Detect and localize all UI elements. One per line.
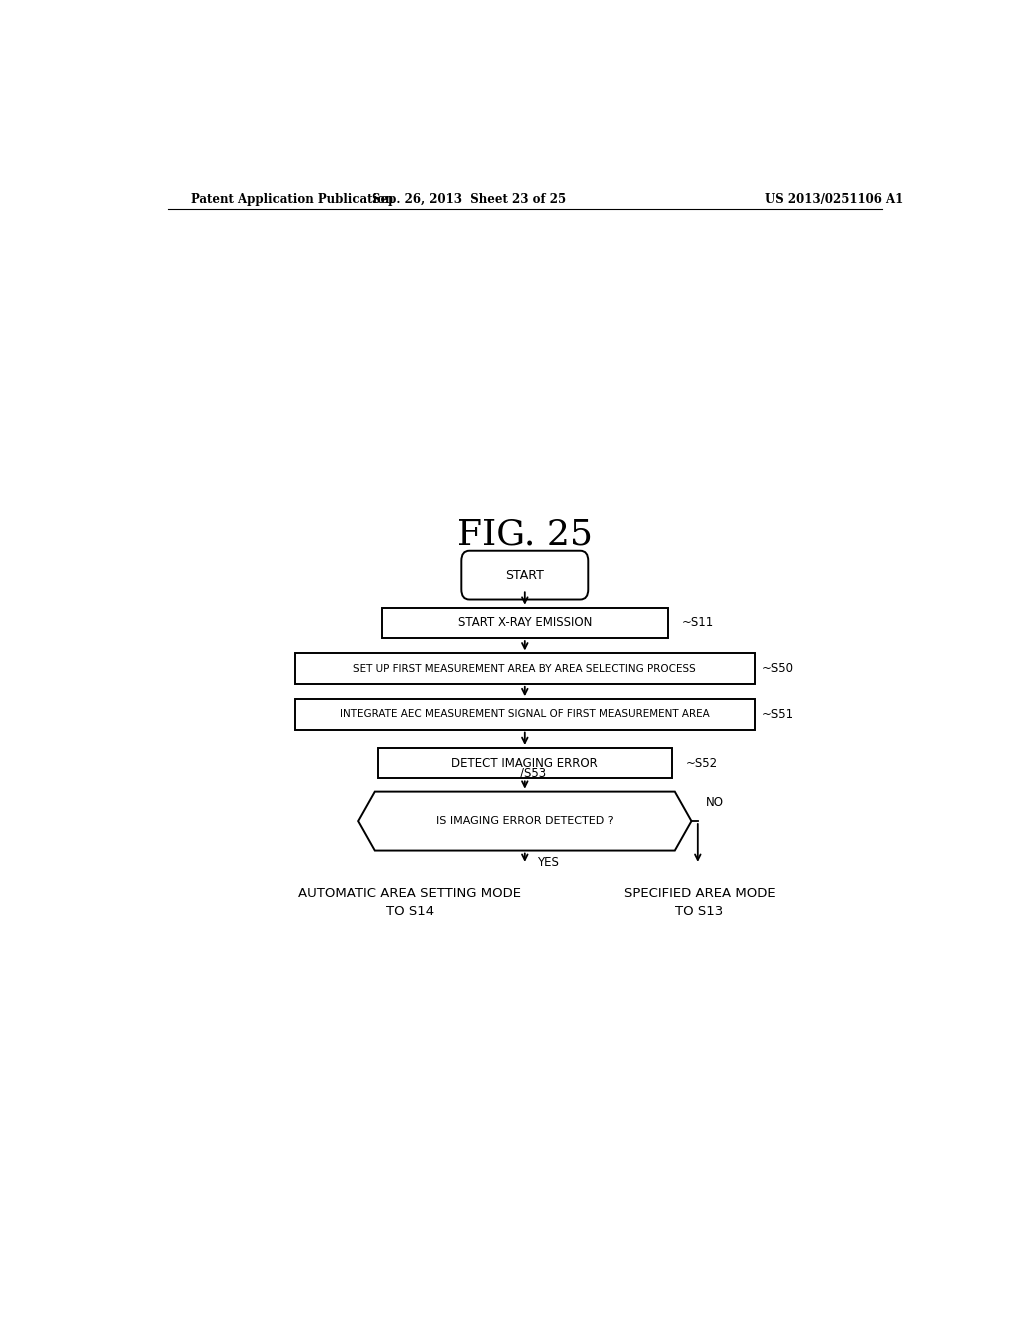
Text: Patent Application Publication: Patent Application Publication	[191, 193, 394, 206]
Text: INTEGRATE AEC MEASUREMENT SIGNAL OF FIRST MEASUREMENT AREA: INTEGRATE AEC MEASUREMENT SIGNAL OF FIRS…	[340, 709, 710, 719]
Polygon shape	[358, 792, 691, 850]
Text: US 2013/0251106 A1: US 2013/0251106 A1	[765, 193, 903, 206]
Text: SET UP FIRST MEASUREMENT AREA BY AREA SELECTING PROCESS: SET UP FIRST MEASUREMENT AREA BY AREA SE…	[353, 664, 696, 673]
Text: START X-RAY EMISSION: START X-RAY EMISSION	[458, 616, 592, 630]
Text: ~S52: ~S52	[686, 756, 718, 770]
Text: NO: NO	[706, 796, 724, 809]
Text: Sep. 26, 2013  Sheet 23 of 25: Sep. 26, 2013 Sheet 23 of 25	[372, 193, 566, 206]
Text: /S53: /S53	[519, 767, 546, 779]
Text: AUTOMATIC AREA SETTING MODE
TO S14: AUTOMATIC AREA SETTING MODE TO S14	[298, 887, 521, 917]
Text: FIG. 25: FIG. 25	[457, 517, 593, 552]
Text: START: START	[506, 569, 544, 582]
Text: DETECT IMAGING ERROR: DETECT IMAGING ERROR	[452, 756, 598, 770]
Bar	[295, 700, 755, 730]
Text: ~S11: ~S11	[682, 616, 714, 630]
Bar	[295, 653, 755, 684]
Bar	[382, 607, 668, 638]
Text: ~S51: ~S51	[761, 708, 794, 721]
Text: YES: YES	[537, 855, 558, 869]
Bar	[378, 748, 672, 779]
Text: IS IMAGING ERROR DETECTED ?: IS IMAGING ERROR DETECTED ?	[436, 816, 613, 826]
Text: SPECIFIED AREA MODE
TO S13: SPECIFIED AREA MODE TO S13	[624, 887, 775, 917]
Text: ~S50: ~S50	[761, 663, 794, 675]
FancyBboxPatch shape	[461, 550, 588, 599]
